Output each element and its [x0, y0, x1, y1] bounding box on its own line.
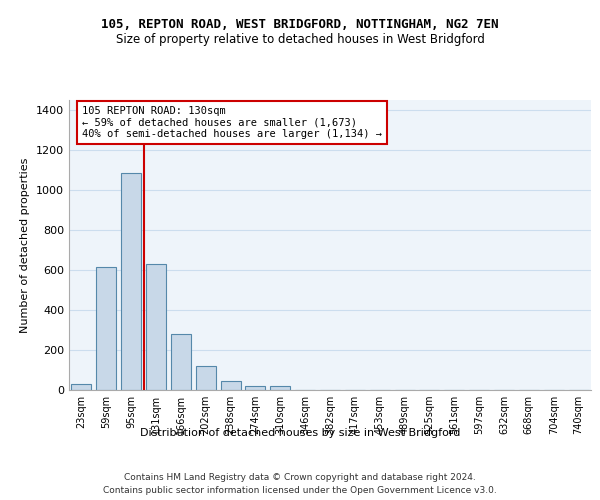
Text: Contains public sector information licensed under the Open Government Licence v3: Contains public sector information licen… [103, 486, 497, 495]
Text: 105, REPTON ROAD, WEST BRIDGFORD, NOTTINGHAM, NG2 7EN: 105, REPTON ROAD, WEST BRIDGFORD, NOTTIN… [101, 18, 499, 30]
Bar [171, 334, 191, 390]
Bar [97, 267, 116, 390]
Text: Contains HM Land Registry data © Crown copyright and database right 2024.: Contains HM Land Registry data © Crown c… [124, 472, 476, 482]
Y-axis label: Number of detached properties: Number of detached properties [20, 158, 31, 332]
Bar [271, 386, 290, 390]
Bar [121, 173, 141, 390]
Bar [245, 386, 265, 390]
Bar [196, 366, 215, 390]
Text: 105 REPTON ROAD: 130sqm
← 59% of detached houses are smaller (1,673)
40% of semi: 105 REPTON ROAD: 130sqm ← 59% of detache… [82, 106, 382, 139]
Bar [146, 264, 166, 390]
Bar [71, 384, 91, 390]
Text: Distribution of detached houses by size in West Bridgford: Distribution of detached houses by size … [140, 428, 460, 438]
Text: Size of property relative to detached houses in West Bridgford: Size of property relative to detached ho… [116, 32, 484, 46]
Bar [221, 381, 241, 390]
